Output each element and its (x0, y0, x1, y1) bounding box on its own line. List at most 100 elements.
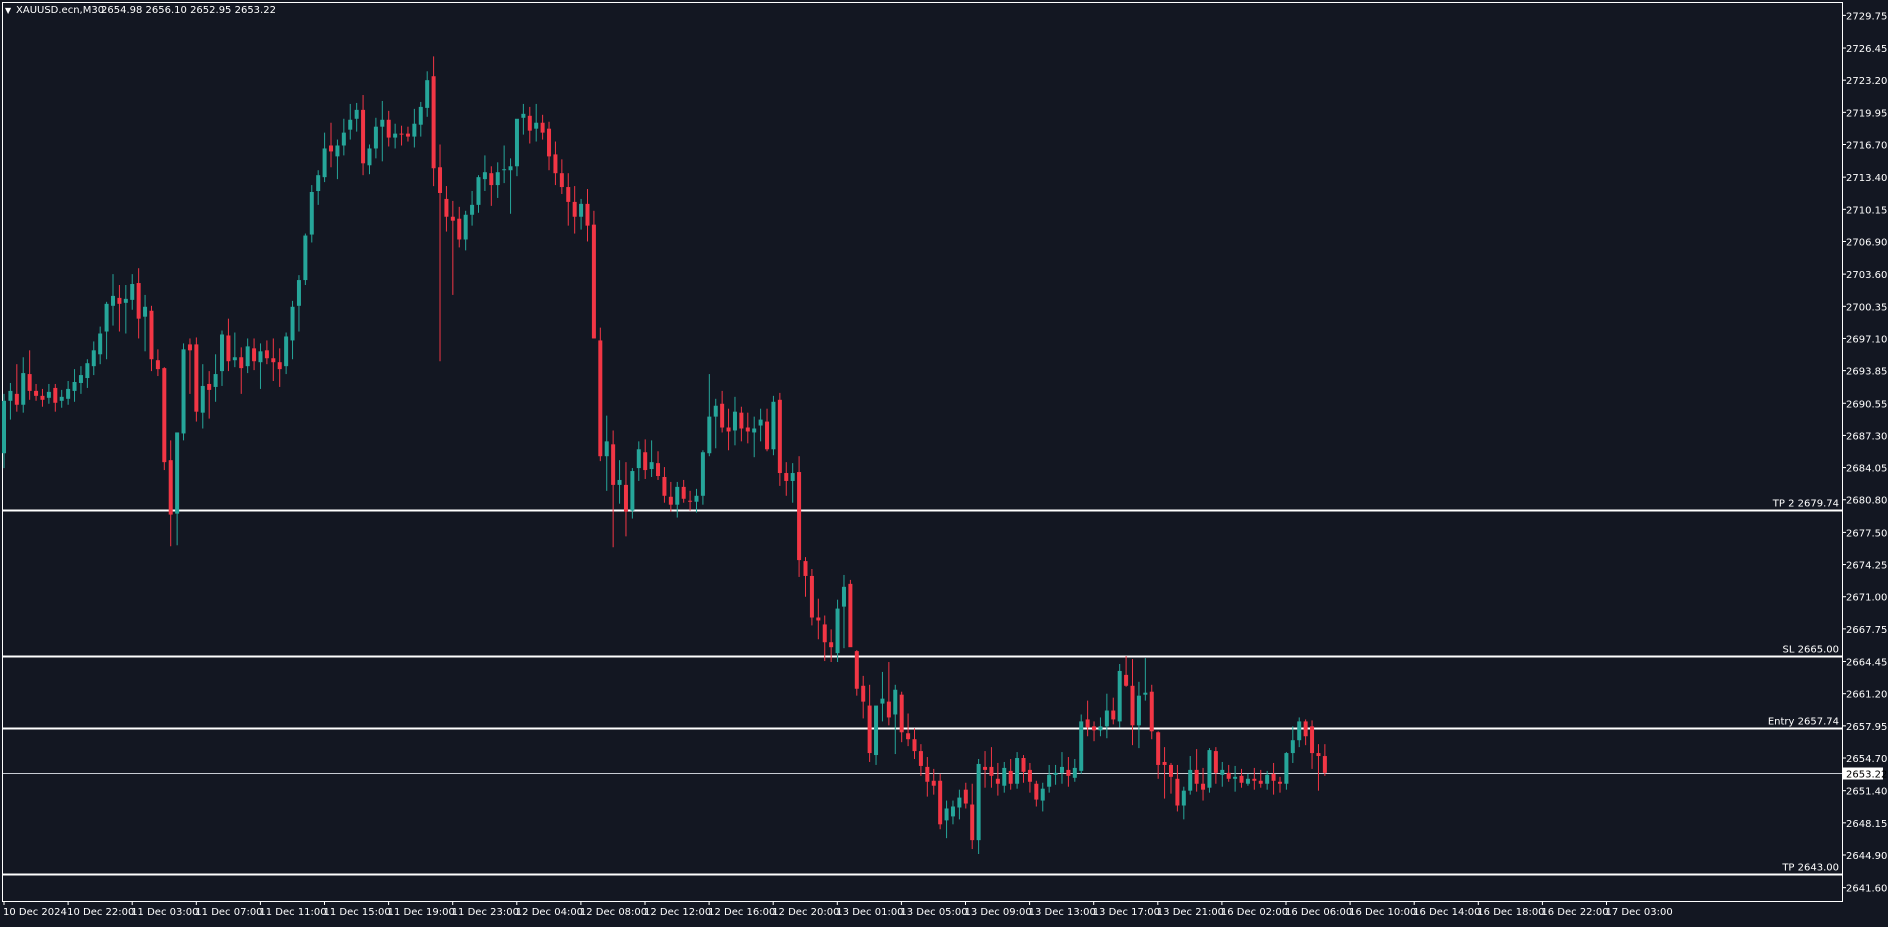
candle (220, 330, 225, 386)
candle-body (168, 460, 173, 515)
candle (341, 118, 346, 156)
candle-body (1034, 783, 1039, 800)
candle-body (14, 393, 19, 405)
candle (27, 350, 32, 400)
candle (1175, 764, 1180, 812)
candle-body (1136, 695, 1141, 726)
candle (476, 175, 481, 213)
price-tick-label: 2674.25 (1846, 561, 1887, 572)
candle (213, 354, 218, 402)
candle-body (739, 412, 744, 429)
time-tick-label: 12 Dec 16:00 (708, 907, 775, 918)
candle-body (361, 109, 366, 164)
candle (553, 141, 558, 186)
candle (630, 468, 635, 519)
candle-body (226, 335, 231, 362)
candle (1316, 744, 1321, 791)
candle-body (367, 148, 372, 166)
candle (393, 123, 398, 149)
candle-body (527, 115, 532, 131)
candle-body (521, 113, 526, 118)
candle-body (239, 357, 244, 369)
candle-body (1066, 769, 1071, 776)
current-price-tag (1843, 767, 1883, 780)
candle (1143, 658, 1148, 701)
candle (1092, 721, 1097, 742)
candle-body (617, 479, 622, 485)
candle-body (2, 400, 6, 454)
candle-body (861, 685, 866, 702)
candle (880, 671, 885, 722)
candle (1130, 659, 1135, 746)
candle-body (790, 473, 795, 481)
candle (803, 557, 808, 597)
candle-body (906, 733, 911, 740)
candle-body (874, 705, 879, 756)
time-tick-label: 10 Dec 22:00 (67, 907, 134, 918)
candle-body (700, 452, 705, 496)
candle-body (1002, 767, 1007, 786)
candle (527, 106, 532, 144)
candle (66, 381, 71, 405)
time-tick-label: 11 Dec 07:00 (195, 907, 262, 918)
price-tick-label: 2703.60 (1846, 270, 1887, 281)
candle (361, 95, 366, 176)
candle (450, 200, 455, 295)
candle (239, 347, 244, 394)
candle-body (572, 201, 577, 217)
candle-body (1143, 692, 1148, 695)
candle (1015, 752, 1020, 789)
candle (713, 398, 718, 449)
candle-body (713, 405, 718, 417)
candle-body (950, 806, 955, 817)
candle (117, 285, 122, 332)
candle-body (290, 306, 295, 341)
symbol-menu-icon[interactable]: ▼ (5, 6, 12, 15)
candle (771, 395, 776, 456)
candle (1220, 761, 1225, 787)
candle (34, 383, 39, 401)
candle-body (848, 583, 853, 648)
price-tick-label: 2654.70 (1846, 754, 1887, 765)
candle-body (534, 122, 539, 129)
candle (700, 450, 705, 505)
candle-body (777, 399, 782, 474)
candle-body (264, 350, 269, 359)
price-axis[interactable]: 2729.75 2726.45 2723.20 2719.95 2716.70 2713.… (1842, 11, 1887, 895)
candle-body (136, 283, 141, 319)
candle-body (296, 280, 301, 306)
candle (444, 186, 449, 232)
candle-body (1188, 769, 1193, 791)
candle-body (1181, 790, 1186, 806)
price-tick-label: 2648.15 (1846, 819, 1887, 830)
candle-body (797, 472, 802, 561)
candle-body (309, 192, 314, 235)
candle (271, 338, 276, 382)
candle-body (1079, 721, 1084, 771)
candle (585, 189, 590, 242)
candle (412, 108, 417, 148)
candle (1290, 726, 1295, 763)
candle (726, 408, 731, 451)
candles-layer (2, 56, 1327, 854)
candle-body (457, 218, 462, 240)
candle-body (181, 349, 186, 434)
candle-body (1008, 770, 1013, 784)
candle-body (809, 575, 814, 618)
candle-body (1021, 758, 1026, 772)
candle (1072, 759, 1077, 782)
candle-body (200, 385, 205, 413)
candle-body (322, 148, 327, 178)
candle (303, 233, 308, 286)
candle (675, 481, 680, 518)
candle (989, 747, 994, 788)
candle (809, 569, 814, 626)
candle (874, 705, 879, 765)
candle (944, 800, 949, 839)
candle-body (412, 123, 417, 137)
candle-body (207, 383, 212, 390)
